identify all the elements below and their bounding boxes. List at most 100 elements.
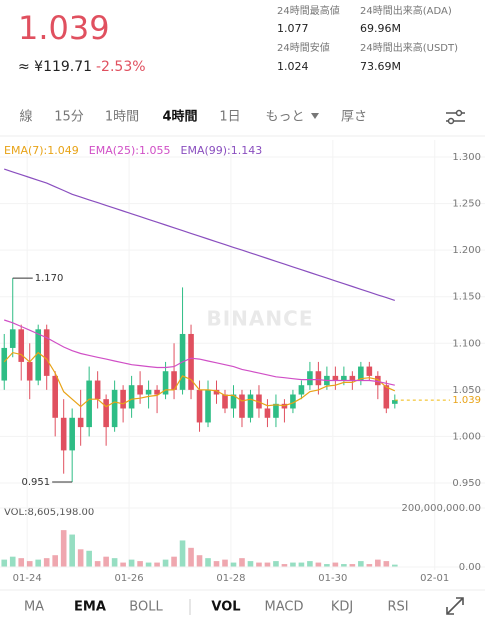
volume-bar bbox=[358, 561, 364, 567]
candle-body bbox=[77, 417, 84, 428]
y-tick-label: 0.950 bbox=[452, 478, 481, 489]
candle-body bbox=[205, 389, 211, 423]
candle-body bbox=[332, 375, 339, 381]
indicator-tab[interactable]: MA bbox=[24, 600, 44, 615]
candle-body bbox=[52, 375, 58, 418]
stat-label: 24時間最高値 bbox=[277, 4, 340, 17]
expand-icon[interactable] bbox=[446, 597, 464, 615]
timeframe-tab[interactable]: 1時間 bbox=[105, 110, 139, 125]
y-tick-label: 1.200 bbox=[452, 245, 481, 256]
ema-line bbox=[3, 351, 396, 408]
indicator-tab[interactable]: MACD bbox=[265, 600, 304, 615]
x-tick-label: 01-28 bbox=[216, 573, 245, 584]
annotation-label: 1.170 bbox=[35, 273, 64, 284]
legend-entry: EMA(99):1.143 bbox=[181, 144, 263, 157]
stat-value: 1.077 bbox=[277, 22, 309, 35]
settings-icon[interactable] bbox=[446, 109, 465, 125]
annotation-label: 0.951 bbox=[22, 477, 51, 488]
stat-value: 69.96M bbox=[360, 22, 401, 35]
volume-bar bbox=[9, 556, 16, 567]
volume-tick-label: 0.00 bbox=[459, 562, 481, 573]
timeframe-tab[interactable]: 15分 bbox=[54, 110, 84, 125]
watermark: BINANCE bbox=[207, 307, 314, 331]
volume-bar bbox=[35, 559, 42, 567]
candle-body bbox=[35, 329, 42, 381]
y-tick-label: 1.300 bbox=[452, 152, 481, 163]
candle-body bbox=[307, 371, 313, 386]
volume-bar bbox=[103, 556, 109, 567]
indicator-tab[interactable]: KDJ bbox=[331, 600, 353, 615]
candle-body bbox=[145, 389, 152, 395]
volume-bar bbox=[162, 559, 169, 567]
timeframe-tab[interactable]: 1日 bbox=[219, 110, 240, 125]
volume-bar bbox=[247, 561, 254, 567]
volume-label: VOL:8,605,198.00 bbox=[4, 507, 94, 518]
stat-label: 24時間出来高(ADA) bbox=[360, 4, 452, 17]
volume-bar bbox=[69, 534, 75, 567]
volume-bar bbox=[264, 562, 271, 567]
x-tick-label: 01-26 bbox=[115, 573, 144, 584]
candle-body bbox=[375, 375, 381, 386]
volume-bar bbox=[307, 561, 313, 567]
timeframe-tab[interactable]: 4時間 bbox=[162, 109, 197, 125]
x-tick-label: 01-24 bbox=[13, 573, 42, 584]
y-tick-label: 1.150 bbox=[452, 292, 481, 303]
volume-bar bbox=[366, 564, 373, 567]
volume-bar bbox=[111, 558, 118, 567]
indicator-tab[interactable]: RSI bbox=[387, 600, 408, 615]
volume-bar bbox=[230, 562, 237, 567]
candle-body bbox=[239, 394, 245, 418]
candle-body bbox=[162, 371, 169, 395]
x-tick-label: 02-01 bbox=[420, 573, 449, 584]
change: -2.53% bbox=[96, 59, 146, 75]
volume-bar bbox=[26, 561, 33, 567]
candle-body bbox=[392, 400, 398, 404]
candle-body bbox=[366, 366, 373, 376]
volume-bar bbox=[120, 562, 126, 567]
timeframe-tab[interactable]: 厚さ bbox=[341, 110, 367, 125]
candle-body bbox=[9, 329, 16, 348]
candle-body bbox=[128, 385, 135, 409]
volume-bar bbox=[188, 547, 194, 567]
candle-body bbox=[1, 347, 8, 381]
candle-body bbox=[222, 394, 228, 409]
candle-body bbox=[315, 371, 322, 386]
candle-body bbox=[111, 389, 118, 428]
volume-bar bbox=[315, 562, 322, 567]
candle-body bbox=[43, 329, 50, 376]
volume-bar bbox=[154, 562, 160, 567]
y-tick-label: 1.050 bbox=[452, 385, 481, 396]
candle-body bbox=[18, 329, 25, 362]
legend-entry: EMA(7):1.049 bbox=[4, 144, 79, 157]
candle-body bbox=[230, 394, 237, 409]
candle-body bbox=[188, 333, 194, 390]
ema-line bbox=[4, 319, 395, 386]
volume-bar bbox=[256, 562, 262, 567]
volume-bar bbox=[1, 559, 8, 567]
indicator-tab[interactable]: EMA bbox=[74, 600, 106, 615]
volume-bar bbox=[43, 558, 50, 567]
candle-body bbox=[60, 417, 67, 451]
volume-bar bbox=[145, 562, 152, 567]
candle-body bbox=[86, 380, 92, 428]
volume-bar bbox=[196, 555, 203, 567]
candle-body bbox=[137, 385, 143, 395]
indicator-tab[interactable]: BOLL bbox=[129, 600, 163, 615]
indicator-tab[interactable]: VOL bbox=[211, 600, 240, 615]
timeframe-tab[interactable]: もっと bbox=[265, 110, 304, 125]
candle-body bbox=[341, 375, 347, 381]
y-tick-label: 1.100 bbox=[452, 338, 481, 349]
stat-label: 24時間安値 bbox=[277, 41, 330, 54]
x-tick-label: 01-30 bbox=[318, 573, 347, 584]
volume-bar bbox=[52, 555, 58, 567]
timeframe-tab[interactable]: 線 bbox=[19, 109, 32, 125]
last-price-label: 1.039 bbox=[452, 395, 481, 406]
candle-body bbox=[290, 394, 296, 409]
volume-bar bbox=[86, 550, 92, 567]
volume-bar bbox=[179, 540, 186, 567]
candle-body bbox=[120, 389, 126, 409]
stat-label: 24時間出来高(USDT) bbox=[360, 41, 458, 54]
candle-body bbox=[154, 389, 160, 395]
